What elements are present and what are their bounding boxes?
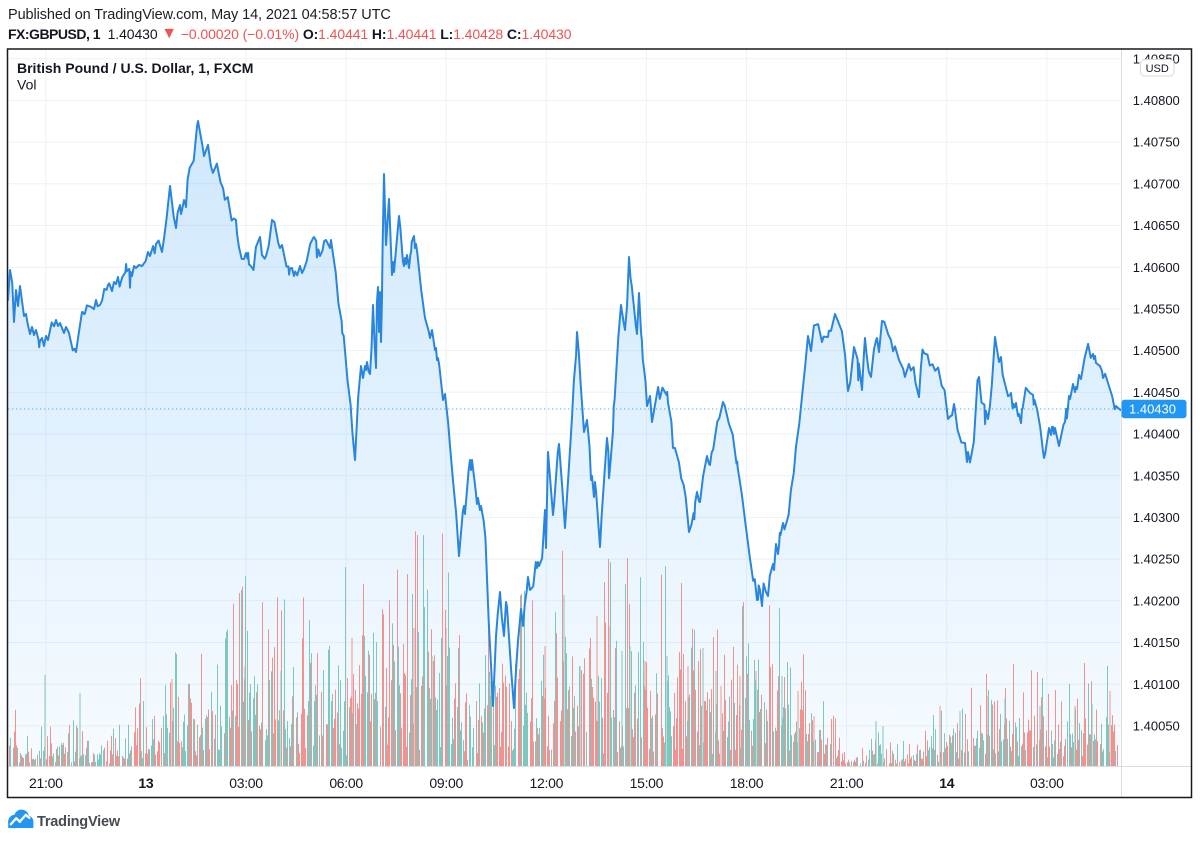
svg-text:1.40250: 1.40250 xyxy=(1133,552,1180,567)
svg-text:1.40430: 1.40430 xyxy=(1129,402,1176,417)
svg-text:1.40050: 1.40050 xyxy=(1133,719,1180,734)
svg-text:1.40150: 1.40150 xyxy=(1133,635,1180,650)
svg-text:1.40350: 1.40350 xyxy=(1133,468,1180,483)
svg-text:British Pound / U.S. Dollar, 1: British Pound / U.S. Dollar, 1, FXCM xyxy=(17,60,253,76)
svg-text:Vol: Vol xyxy=(17,77,36,93)
svg-text:1.40800: 1.40800 xyxy=(1133,93,1180,108)
svg-text:USD: USD xyxy=(1146,63,1169,75)
svg-text:03:00: 03:00 xyxy=(1030,775,1064,791)
svg-text:1.40750: 1.40750 xyxy=(1133,135,1180,150)
svg-text:1.40400: 1.40400 xyxy=(1133,427,1180,442)
svg-text:1.40450: 1.40450 xyxy=(1133,385,1180,400)
svg-text:06:00: 06:00 xyxy=(329,775,363,791)
svg-text:TradingView: TradingView xyxy=(37,814,121,830)
svg-text:1.40200: 1.40200 xyxy=(1133,593,1180,608)
svg-text:15:00: 15:00 xyxy=(630,775,664,791)
svg-text:1.40650: 1.40650 xyxy=(1133,218,1180,233)
svg-text:1.40300: 1.40300 xyxy=(1133,510,1180,525)
svg-text:1.40600: 1.40600 xyxy=(1133,260,1180,275)
svg-text:18:00: 18:00 xyxy=(730,775,764,791)
svg-text:12:00: 12:00 xyxy=(530,775,564,791)
svg-text:1.40500: 1.40500 xyxy=(1133,343,1180,358)
svg-text:14: 14 xyxy=(939,775,954,791)
svg-text:13: 13 xyxy=(138,775,153,791)
svg-text:21:00: 21:00 xyxy=(29,775,63,791)
svg-text:1.40700: 1.40700 xyxy=(1133,176,1180,191)
svg-text:1.40550: 1.40550 xyxy=(1133,302,1180,317)
svg-text:21:00: 21:00 xyxy=(830,775,864,791)
svg-text:03:00: 03:00 xyxy=(229,775,263,791)
svg-text:1.40100: 1.40100 xyxy=(1133,677,1180,692)
svg-text:09:00: 09:00 xyxy=(429,775,463,791)
